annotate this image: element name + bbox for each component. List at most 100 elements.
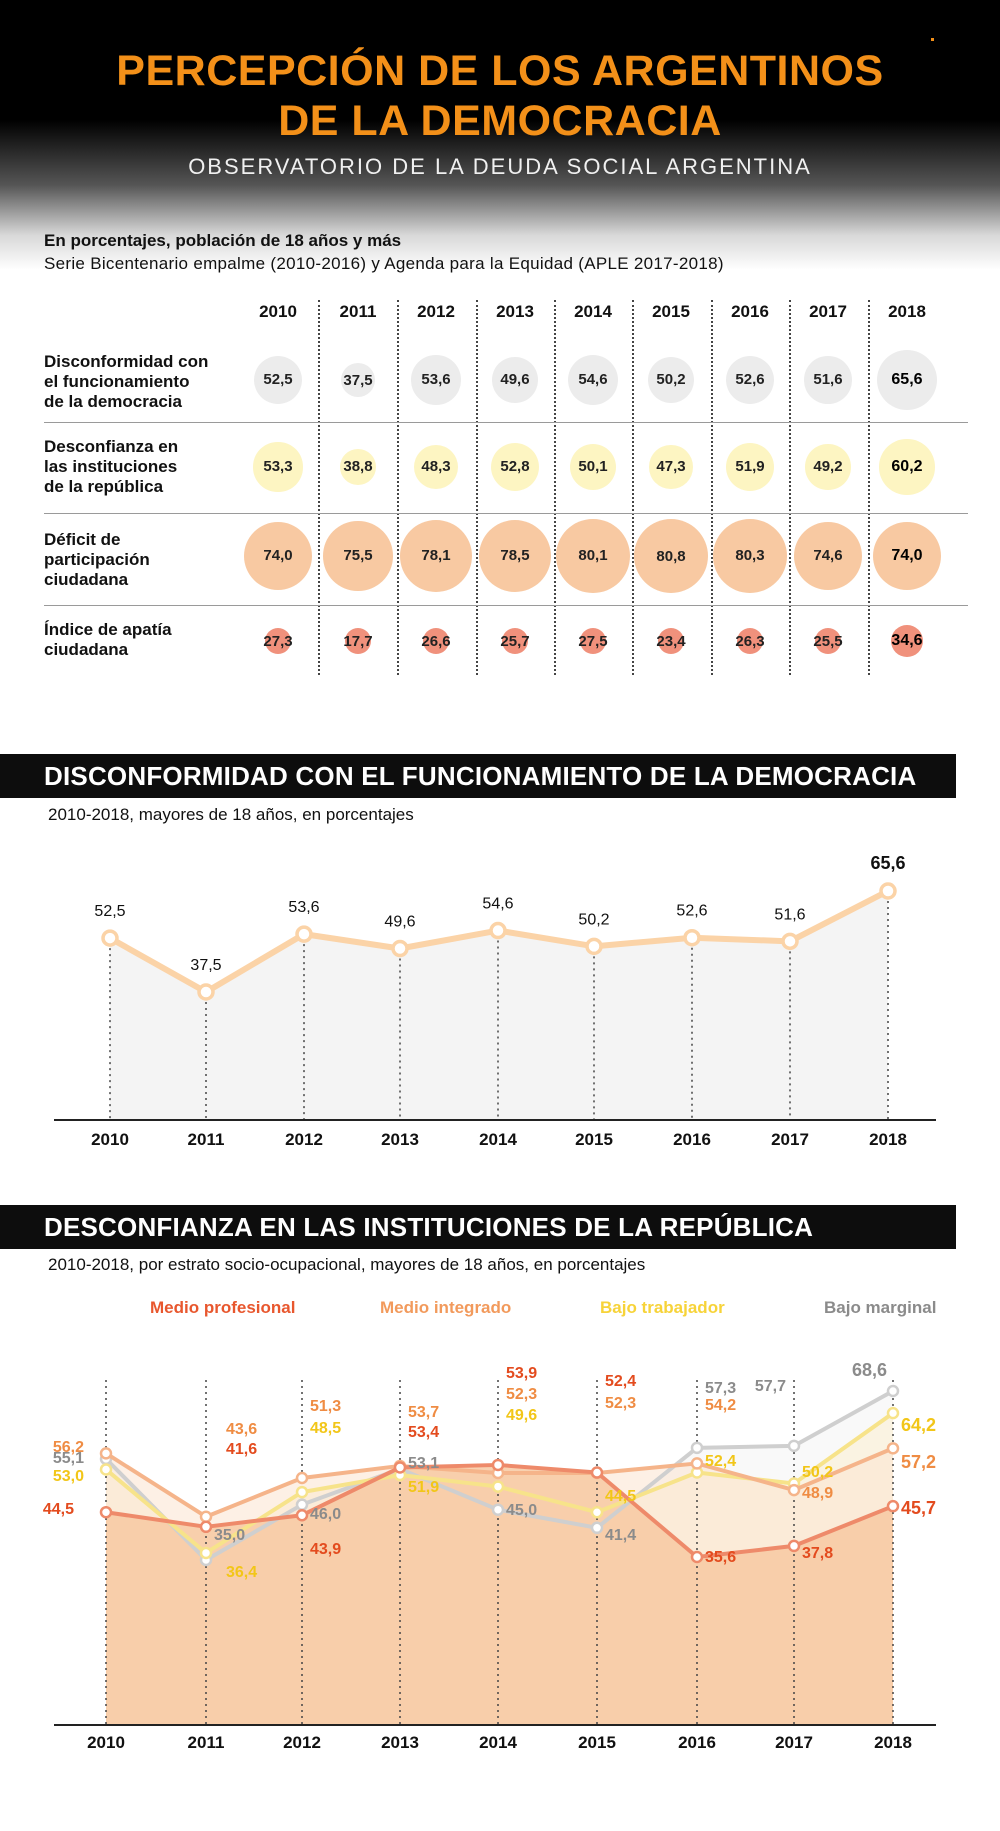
table-bubble: 60,2 xyxy=(879,439,935,495)
chart2-legend-entry: Bajo marginal xyxy=(824,1298,937,1317)
chart1-data-label: 65,6 xyxy=(870,853,905,873)
table-bubble: 74,0 xyxy=(243,521,313,591)
table-bubble: 27,3 xyxy=(263,628,293,654)
table-bubble: 74,0 xyxy=(872,521,942,591)
chart2-data-label: 52,4 xyxy=(605,1373,636,1390)
chart1-x-tick-label: 2016 xyxy=(673,1130,711,1149)
chart2-point xyxy=(199,1546,213,1560)
table-bubble: 34,6 xyxy=(891,625,923,657)
table-bubble: 54,6 xyxy=(567,354,619,406)
chart1-point xyxy=(489,921,507,940)
table-bubble: 50,2 xyxy=(647,356,695,404)
chart2-point xyxy=(886,1406,900,1420)
chart1-data-label: 51,6 xyxy=(774,906,805,923)
table-bubble: 51,6 xyxy=(804,356,852,404)
chart2-point xyxy=(99,1505,113,1519)
chart2-data-label: 57,7 xyxy=(755,1378,786,1395)
chart2-point xyxy=(295,1508,309,1522)
chart2-point xyxy=(491,1503,505,1516)
chart1-data-label: 37,5 xyxy=(190,957,221,974)
chart2-point xyxy=(590,1466,604,1479)
chart2-point xyxy=(393,1461,407,1474)
chart2-point xyxy=(787,1483,801,1497)
table-column-divider xyxy=(867,300,870,675)
table-row-label: Índice de apatía ciudadana xyxy=(44,620,244,660)
table-bubble: 25,5 xyxy=(813,628,843,654)
chart2-point xyxy=(295,1498,309,1511)
chart2-data-label: 56,2 xyxy=(53,1439,84,1456)
table-bubble: 75,5 xyxy=(323,521,393,591)
chart2-data-label: 45,7 xyxy=(901,1498,936,1518)
chart2-point xyxy=(886,1384,900,1398)
chart2-point xyxy=(690,1457,704,1470)
table-row-label-line: de la república xyxy=(44,477,164,496)
chart2-data-label: 51,9 xyxy=(408,1479,439,1496)
chart2-data-label: 52,3 xyxy=(605,1395,636,1412)
chart2-data-label: 53,4 xyxy=(408,1424,439,1441)
table-year-header: 2013 xyxy=(496,302,534,321)
chart1-data-label: 54,6 xyxy=(482,896,513,913)
table-row-label-line: ciudadana xyxy=(44,640,129,659)
section2-subtitle: 2010-2018, por estrato socio-ocupacional… xyxy=(48,1255,646,1274)
chart1-point xyxy=(585,937,603,956)
table-bubble: 26,3 xyxy=(735,628,765,654)
chart2-data-label: 45,0 xyxy=(506,1502,537,1519)
chart2-legend-entry: Medio profesional xyxy=(150,1298,296,1317)
table-bubble: 48,3 xyxy=(413,444,459,490)
chart2-data-label: 37,8 xyxy=(802,1545,833,1562)
chart2-x-tick-label: 2017 xyxy=(775,1733,813,1752)
table-column-divider xyxy=(475,300,478,675)
chart1-x-tick-label: 2017 xyxy=(771,1130,809,1149)
chart2-data-label: 52,4 xyxy=(705,1453,736,1470)
chart2-data-label: 44,5 xyxy=(43,1501,74,1518)
chart2-data-label: 53,7 xyxy=(408,1404,439,1421)
table-bubble: 80,8 xyxy=(634,519,708,593)
table-year-header: 2017 xyxy=(809,302,847,321)
chart2-data-label: 57,2 xyxy=(901,1452,936,1472)
table-bubble: 52,8 xyxy=(490,442,540,492)
chart2-data-label: 49,6 xyxy=(506,1407,537,1424)
section1-subtitle: 2010-2018, mayores de 18 años, en porcen… xyxy=(48,805,414,824)
chart2-x-tick-label: 2015 xyxy=(578,1733,616,1752)
table-bubble: 80,3 xyxy=(713,519,787,593)
table-row-label: Desconfianza en las instituciones de la re… xyxy=(44,437,244,497)
table-bubble: 38,8 xyxy=(340,449,376,485)
table-row-label-line: Déficit de xyxy=(44,530,121,549)
chart2-data-label: 35,0 xyxy=(214,1527,245,1544)
table-row-label: Déficit de participación ciudadana xyxy=(44,530,244,590)
chart1-x-tick-label: 2014 xyxy=(479,1130,517,1149)
chart-disconformidad: 52,5 2010 37,5 2011 53,6 2012 49,6 2013 54,6 2014… xyxy=(54,853,936,1149)
table-year-header: 2011 xyxy=(339,302,377,321)
table-column-divider xyxy=(789,300,791,675)
table-bubble: 52,5 xyxy=(253,355,303,405)
chart1-point xyxy=(101,929,119,947)
section1-banner: DISCONFORMIDAD CON EL FUNCIONAMIENTO DE … xyxy=(0,754,956,798)
chart2-point xyxy=(491,1480,505,1493)
table-row-label-line: el funcionamiento xyxy=(44,372,190,391)
chart1-point xyxy=(683,928,701,947)
chart2-point xyxy=(199,1520,213,1534)
table-row-label-line: participación xyxy=(44,550,150,569)
table-column-divider xyxy=(710,300,713,675)
table-bubble: 74,6 xyxy=(793,521,863,591)
table-bubble: 78,5 xyxy=(478,519,552,593)
chart2-point xyxy=(491,1458,505,1472)
table-row-divider xyxy=(44,605,968,606)
chart2-data-label: 35,6 xyxy=(705,1549,736,1566)
chart2-point xyxy=(690,1441,704,1455)
chart2-x-tick-label: 2016 xyxy=(678,1733,716,1752)
chart2-point xyxy=(886,1442,900,1455)
table-row-label-line: las instituciones xyxy=(44,457,178,476)
chart1-x-tick-label: 2012 xyxy=(285,1130,323,1149)
table-row-label-line: Índice de apatía xyxy=(44,620,172,639)
chart1-data-label: 49,6 xyxy=(384,914,415,931)
chart2-legend-entry: Medio integrado xyxy=(380,1298,512,1317)
table-row-label: Disconformidad con el funcionamiento de la… xyxy=(44,352,244,412)
chart1-point xyxy=(295,925,313,943)
table-year-header: 2015 xyxy=(652,302,690,321)
chart1-x-tick-label: 2013 xyxy=(381,1130,419,1149)
chart2-data-label: 68,6 xyxy=(852,1360,887,1380)
main-title-line1: PERCEPCIÓN DE LOS ARGENTINOS xyxy=(116,47,884,95)
chart2-data-label: 48,9 xyxy=(802,1485,833,1502)
chart2-data-label: 53,0 xyxy=(53,1468,84,1485)
